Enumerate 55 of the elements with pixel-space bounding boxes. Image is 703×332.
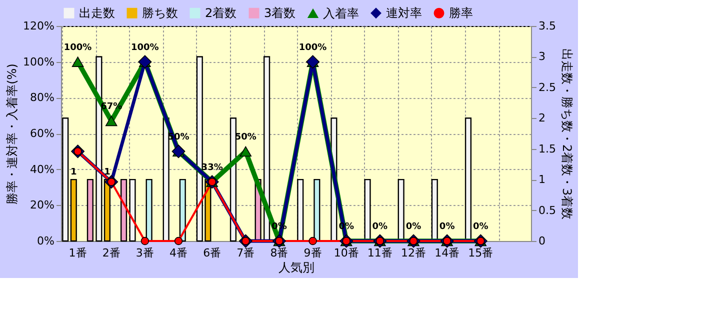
- x-tick-label: 8番: [270, 246, 288, 260]
- x-tick-label: 2番: [102, 246, 120, 260]
- y2-tick-label: 2.5: [538, 80, 556, 94]
- legend-label: 勝率: [449, 6, 473, 20]
- y-tick-label: 60%: [30, 127, 54, 140]
- point: [105, 116, 118, 126]
- y2-tick-label: 1: [538, 173, 546, 186]
- legend-label: 勝ち数: [142, 6, 178, 20]
- y2-tick-label: 3: [538, 50, 546, 64]
- legend-label: 入着率: [323, 6, 359, 20]
- data-label: 67%: [100, 102, 122, 112]
- y2-tick-label: 3.5: [538, 20, 556, 32]
- x-tick-label: 14番: [434, 246, 460, 260]
- data-label: 100%: [298, 42, 327, 53]
- data-label: 100%: [131, 42, 159, 53]
- x-tick-label: 6番: [203, 246, 222, 260]
- data-label: 0%: [473, 222, 488, 232]
- y2-tick-label: 0: [538, 234, 546, 248]
- y-tick-label: 100%: [23, 55, 54, 68]
- data-label: 0%: [272, 222, 287, 232]
- y-tick-label: 120%: [23, 20, 54, 32]
- point: [308, 236, 317, 246]
- x-tick-label: 4番: [170, 246, 188, 260]
- legend-label: 出走数: [79, 6, 115, 20]
- point: [240, 146, 252, 157]
- data-label: 100%: [64, 42, 92, 53]
- x-axis-title: 人気別: [278, 260, 314, 274]
- legend-label: 3着数: [264, 6, 296, 20]
- point: [72, 56, 84, 67]
- data-label: 1: [70, 168, 77, 178]
- point: [140, 236, 150, 246]
- y2-tick-label: 2: [538, 112, 546, 125]
- legend-label: 連対率: [386, 6, 422, 20]
- legend-label: 2着数: [205, 6, 237, 20]
- y-axis-title: 勝率・連対率・入着率(%): [5, 64, 20, 204]
- y-tick-label: 80%: [30, 91, 54, 104]
- x-tick-label: 12番: [401, 246, 426, 260]
- x-tick-label: 3番: [136, 246, 154, 260]
- x-tick-label: 9番: [304, 246, 322, 260]
- data-label: 0%: [372, 222, 388, 232]
- x-tick-label: 11番: [367, 246, 392, 260]
- y-tick-label: 20%: [30, 198, 54, 212]
- y2-axis-title: 出走数・勝ち数・2着数・3着数: [560, 48, 574, 220]
- data-label: 0%: [439, 222, 455, 232]
- x-tick-label: 1番: [68, 246, 87, 260]
- point: [174, 236, 183, 246]
- y2-tick-label: 0.5: [538, 204, 556, 217]
- data-label: 1: [104, 168, 110, 178]
- y2-tick-label: 1.5: [538, 142, 556, 156]
- x-tick-label: 15番: [468, 246, 494, 260]
- data-label: 0%: [406, 222, 422, 232]
- y-tick-label: 40%: [30, 162, 54, 176]
- y-tick-label: 0%: [37, 234, 54, 248]
- x-tick-label: 7番: [236, 246, 255, 260]
- x-tick-label: 10番: [334, 246, 359, 260]
